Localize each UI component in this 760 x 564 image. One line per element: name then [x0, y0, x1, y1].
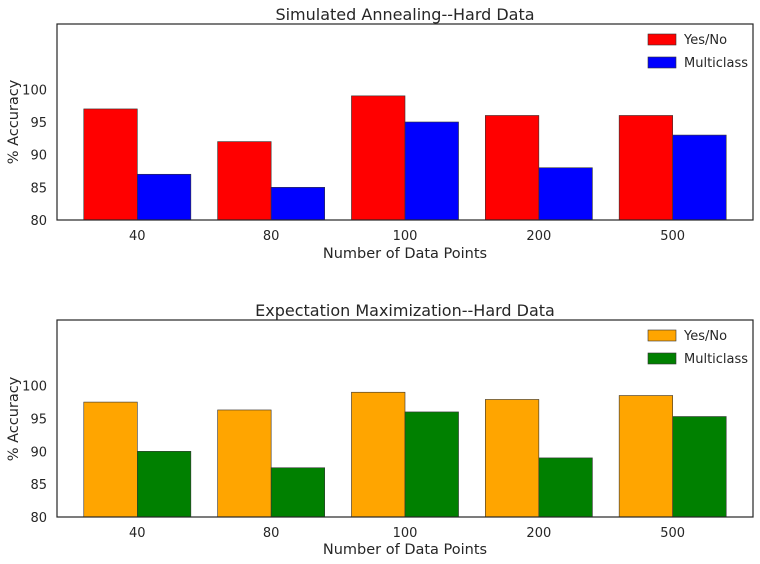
x-axis-label: Number of Data Points [323, 542, 487, 558]
bar-multiclass-80 [270, 187, 325, 221]
bar-yes-no-200 [485, 115, 540, 221]
x-tick-label: 100 [393, 526, 418, 541]
plot-frame [56, 319, 754, 518]
y-tick-labels: 80 85 90 95 100 [22, 380, 47, 526]
bar-multiclass-500 [672, 134, 727, 221]
bar-yes-no-80 [217, 409, 272, 518]
plot-frame [56, 23, 754, 221]
x-tick-label: 40 [129, 526, 146, 541]
bar-yes-no-500 [618, 395, 673, 518]
x-tick-label: 500 [660, 229, 685, 244]
legend-label: Yes/No [683, 33, 727, 48]
bar-yes-no-100 [351, 391, 406, 518]
bar-yes-no-40 [83, 401, 138, 518]
chart-expectation-maximization: Expectation Maximization--Hard Data % Ac… [6, 301, 754, 558]
y-tick-label: 100 [22, 83, 47, 98]
legend-label: Multiclass [684, 352, 748, 367]
x-tick-label: 200 [526, 229, 551, 244]
y-tick-label: 80 [30, 214, 47, 229]
bar-group [83, 391, 727, 518]
y-tick-label: 85 [30, 181, 47, 196]
x-tick-label: 80 [263, 229, 280, 244]
bar-yes-no-100 [351, 95, 406, 221]
bar-multiclass-40 [137, 173, 192, 221]
y-tick-labels: 80 85 90 95 100 [22, 83, 47, 229]
bar-yes-no-200 [485, 399, 540, 518]
chart-title: Expectation Maximization--Hard Data [255, 301, 555, 320]
y-tick-label: 80 [30, 511, 47, 526]
bar-multiclass-40 [137, 451, 192, 518]
x-tick-label: 200 [526, 526, 551, 541]
bar-multiclass-200 [538, 457, 593, 518]
bar-multiclass-200 [538, 167, 593, 221]
legend: Yes/No Multiclass [647, 329, 748, 367]
x-tick-label: 40 [129, 229, 146, 244]
legend-label: Yes/No [683, 329, 727, 344]
y-tick-label: 95 [30, 116, 47, 131]
x-tick-labels: 40 80 100 200 500 [129, 229, 685, 244]
bar-multiclass-500 [672, 416, 727, 518]
y-tick-label: 100 [22, 380, 47, 395]
y-axis-label: % Accuracy [6, 376, 22, 461]
y-tick-label: 85 [30, 478, 47, 493]
legend-label: Multiclass [684, 56, 748, 71]
bar-yes-no-80 [217, 141, 272, 221]
y-axis-label: % Accuracy [6, 79, 22, 164]
legend: Yes/No Multiclass [647, 33, 748, 71]
bar-yes-no-500 [618, 115, 673, 221]
y-tick-label: 90 [30, 149, 47, 164]
bar-group [83, 95, 727, 221]
legend-swatch [647, 352, 677, 365]
bar-multiclass-80 [270, 467, 325, 518]
legend-swatch [647, 33, 677, 46]
legend-swatch [647, 329, 677, 342]
x-tick-label: 100 [393, 229, 418, 244]
x-axis-label: Number of Data Points [323, 246, 487, 262]
y-tick-label: 95 [30, 413, 47, 428]
x-tick-label: 500 [660, 526, 685, 541]
bar-multiclass-100 [404, 411, 459, 518]
chart-title: Simulated Annealing--Hard Data [275, 5, 534, 24]
y-tick-label: 90 [30, 445, 47, 460]
bar-yes-no-40 [83, 108, 138, 221]
chart-simulated-annealing: Simulated Annealing--Hard Data % Accurac… [6, 5, 754, 262]
x-tick-labels: 40 80 100 200 500 [129, 526, 685, 541]
bar-multiclass-100 [404, 121, 459, 221]
legend-swatch [647, 56, 677, 69]
x-tick-label: 80 [263, 526, 280, 541]
